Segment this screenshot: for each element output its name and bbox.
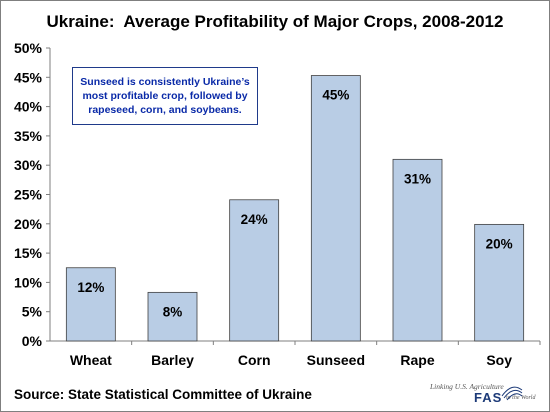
y-tick-label: 5% [22, 304, 43, 320]
y-tick-label: 0% [22, 333, 43, 349]
bar [310, 75, 361, 342]
y-tick-label: 50% [14, 40, 43, 56]
bar-value-label: 20% [486, 236, 513, 251]
x-tick-label: Sunseed [307, 352, 365, 368]
bar-value-label: 45% [322, 88, 349, 103]
bar [147, 291, 198, 342]
y-tick-label: 10% [14, 274, 43, 290]
x-tick-label: Soy [486, 352, 512, 368]
x-tick-label: Corn [238, 352, 271, 368]
y-tick-label: 15% [14, 245, 43, 261]
bar-value-label: 24% [241, 212, 268, 227]
x-tick-label: Rape [400, 352, 434, 368]
bar-value-label: 8% [163, 304, 183, 319]
bar-value-label: 12% [77, 280, 104, 295]
annotation-line-2: most profitable crop, followed by [82, 90, 248, 102]
fas-logo: Linking U.S. Agriculture FAS to the Worl… [418, 380, 538, 408]
y-tick-label: 40% [14, 99, 43, 115]
annotation-line-3: rapeseed, corn, and soybeans. [88, 104, 242, 116]
annotation-box: Sunseed is consistently Ukraine’s most p… [72, 67, 258, 125]
logo-tagline-tail: to the World [506, 395, 536, 401]
y-tick-label: 30% [14, 157, 43, 173]
logo-tagline: Linking U.S. Agriculture [430, 382, 504, 391]
source-note: Source: State Statistical Committee of U… [14, 387, 312, 402]
y-tick-label: 45% [14, 69, 43, 85]
x-tick-label: Wheat [70, 352, 112, 368]
bar-value-label: 31% [404, 171, 431, 186]
bar [474, 223, 525, 342]
bar [392, 158, 443, 342]
annotation-line-1: Sunseed is consistently Ukraine’s [80, 76, 250, 88]
bar [229, 199, 280, 342]
y-tick-label: 20% [14, 216, 43, 232]
x-tick-label: Barley [151, 352, 194, 368]
logo-name: FAS [474, 390, 503, 405]
y-tick-label: 25% [14, 187, 43, 203]
globe-icon [501, 386, 523, 401]
bar [65, 267, 116, 342]
y-tick-label: 35% [14, 128, 43, 144]
chart-title: Ukraine: Average Profitability of Major … [46, 12, 504, 31]
